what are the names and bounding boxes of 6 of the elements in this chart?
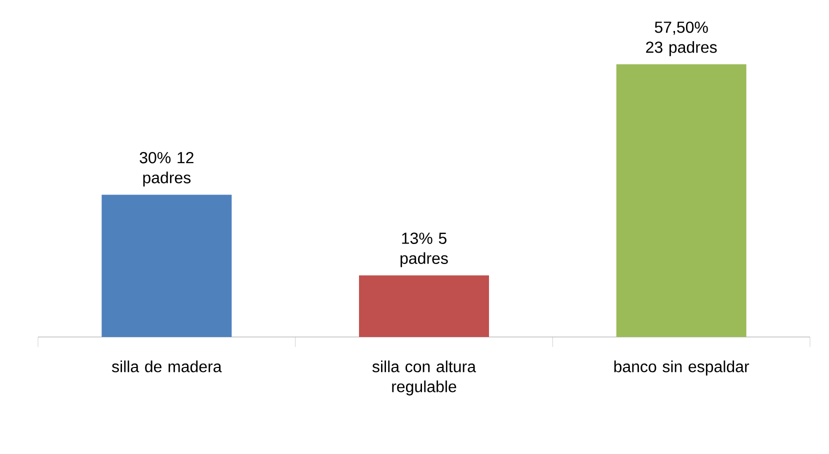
x-tick-label: banco sin espaldar (614, 360, 750, 376)
x-tick-label: silla de madera (112, 360, 222, 372)
data-label: 57,50% 23 padres (646, 22, 717, 56)
data-label: 30% 12 padres (140, 152, 194, 187)
data-label: 13% 5 padres (400, 232, 448, 268)
x-tick-label: silla con altura regulable (372, 360, 476, 396)
